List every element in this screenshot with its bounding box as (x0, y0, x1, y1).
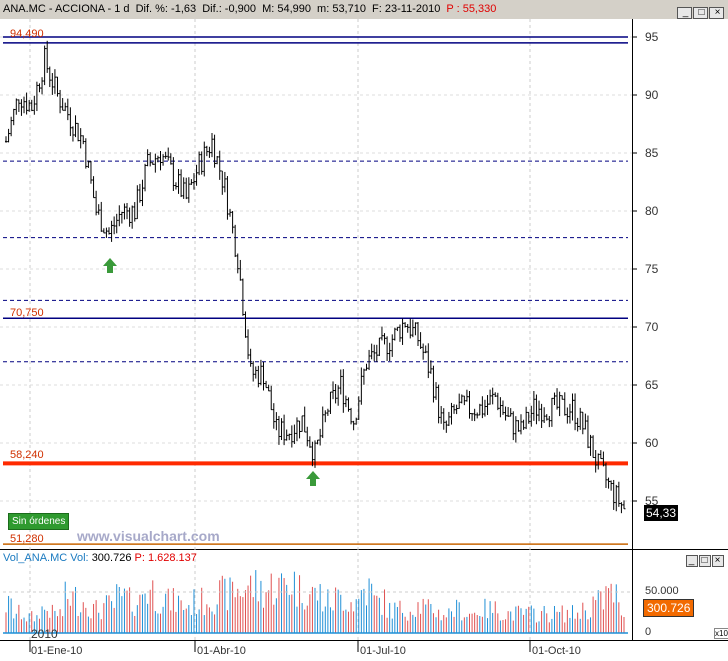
y-tick-label: 85 (645, 146, 659, 160)
x-tick: 01-Jul-10 (360, 645, 406, 657)
min: m: 53,710 (317, 3, 366, 15)
dif: Dif.: -0,900 (202, 3, 256, 15)
window-controls: _ □ × (676, 3, 724, 22)
multiplier: x10 (714, 628, 728, 639)
watermark: www.visualchart.com (77, 528, 220, 544)
buy-arrow-icon (103, 258, 117, 273)
close-icon[interactable]: × (709, 7, 724, 19)
price: P : 55,330 (446, 3, 497, 15)
year-label: 2010 (31, 627, 58, 641)
volume-header: Vol_ANA.MC Vol: 300.726 P: 1.628.137 (3, 552, 197, 564)
vol-tick: 50.000 (645, 585, 679, 597)
y-tick-label: 60 (645, 436, 659, 450)
volume-last-tag: 300.726 (643, 599, 695, 617)
buy-arrow-icon (306, 471, 320, 486)
y-tick-label: 90 (645, 88, 659, 102)
level-label: 94,490 (10, 28, 44, 40)
y-tick-label: 95 (645, 30, 659, 44)
close-icon[interactable]: × (712, 555, 724, 567)
maximize-icon[interactable]: □ (699, 555, 711, 567)
dif-pct: Dif. %: -1,63 (135, 3, 197, 15)
vol-tick: 0 (645, 626, 652, 638)
volume-window-controls: _ □ × (685, 555, 724, 567)
minimize-icon[interactable]: _ (686, 555, 698, 567)
x-tick: 01-Oct-10 (532, 645, 581, 657)
status-badge[interactable]: Sin órdenes (8, 513, 70, 530)
title-bar: ANA.MC - ACCIONA - 1 d Dif. %: -1,63 Dif… (0, 0, 728, 19)
y-tick-label: 55 (645, 494, 659, 508)
max: M: 54,990 (262, 3, 311, 15)
level-label: 58,240 (10, 449, 44, 461)
symbol: ANA.MC - ACCIONA - 1 d (3, 3, 130, 15)
y-tick-label: 65 (645, 378, 659, 392)
date: F: 23-11-2010 (372, 3, 441, 15)
minimize-icon[interactable]: _ (677, 7, 692, 19)
y-tick-label: 80 (645, 204, 659, 218)
last-price-tag: 54,33 (644, 505, 679, 521)
maximize-icon[interactable]: □ (693, 7, 708, 19)
x-tick: 01-Abr-10 (197, 645, 246, 657)
x-tick: 01-Ene-10 (31, 645, 83, 657)
y-tick-label: 70 (645, 320, 659, 334)
y-tick-label: 75 (645, 262, 659, 276)
level-label: 51,280 (10, 533, 44, 545)
level-label: 70,750 (10, 307, 44, 319)
